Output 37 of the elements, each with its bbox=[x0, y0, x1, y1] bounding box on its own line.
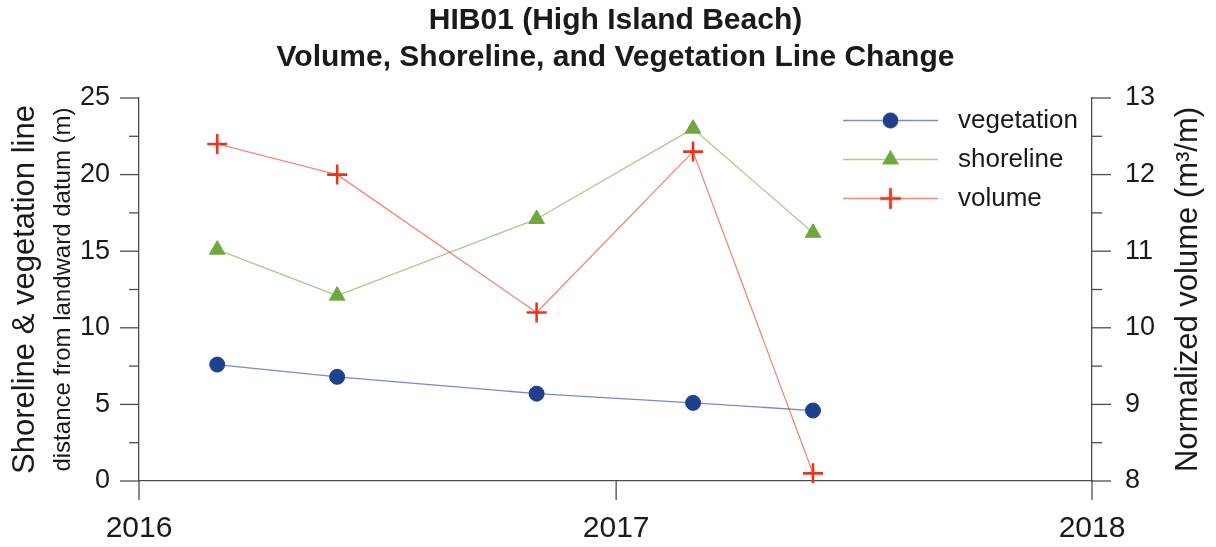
y-tick-label: 0 bbox=[94, 464, 110, 495]
point bbox=[801, 462, 825, 485]
point bbox=[329, 368, 346, 385]
y2-tick-label: 12 bbox=[1125, 158, 1156, 189]
legend-label: vegetation bbox=[958, 103, 1078, 134]
point bbox=[328, 286, 346, 301]
y2-tick-label: 9 bbox=[1125, 387, 1141, 418]
point bbox=[685, 394, 702, 411]
y-tick-label: 25 bbox=[79, 81, 110, 112]
y-tick-label: 10 bbox=[79, 311, 110, 342]
point bbox=[684, 119, 702, 134]
point bbox=[205, 132, 229, 156]
point bbox=[681, 140, 705, 163]
y2-tick-label: 10 bbox=[1125, 311, 1156, 342]
point bbox=[805, 402, 822, 419]
y2-tick-label: 8 bbox=[1125, 464, 1141, 495]
point bbox=[208, 240, 226, 255]
x-tick-label: 2016 bbox=[105, 510, 173, 544]
chart-title: HIB01 (High Island Beach) bbox=[428, 2, 803, 36]
y-axis-title: Shoreline & vegetation line distance from landward datum (m) bbox=[5, 105, 75, 474]
chart-subtitle: Volume, Shoreline, and Vegetation Line Change bbox=[276, 39, 955, 73]
point bbox=[209, 356, 226, 373]
legend-label: shoreline bbox=[958, 142, 1064, 173]
y2-tick-label: 11 bbox=[1125, 234, 1154, 265]
legend-label: volume bbox=[958, 181, 1042, 212]
point bbox=[525, 301, 548, 324]
point bbox=[528, 385, 545, 402]
y2-tick-label: 13 bbox=[1125, 81, 1156, 112]
y2-axis-title: Normalized volume (m³/m) bbox=[1168, 106, 1204, 473]
y-tick-label: 15 bbox=[79, 234, 110, 265]
point bbox=[528, 209, 545, 225]
x-tick-label: 2017 bbox=[582, 510, 650, 544]
point bbox=[325, 163, 349, 186]
x-tick-label: 2018 bbox=[1058, 510, 1126, 544]
y-tick-label: 20 bbox=[79, 158, 110, 189]
y-tick-label: 5 bbox=[94, 387, 110, 418]
point bbox=[804, 223, 822, 238]
